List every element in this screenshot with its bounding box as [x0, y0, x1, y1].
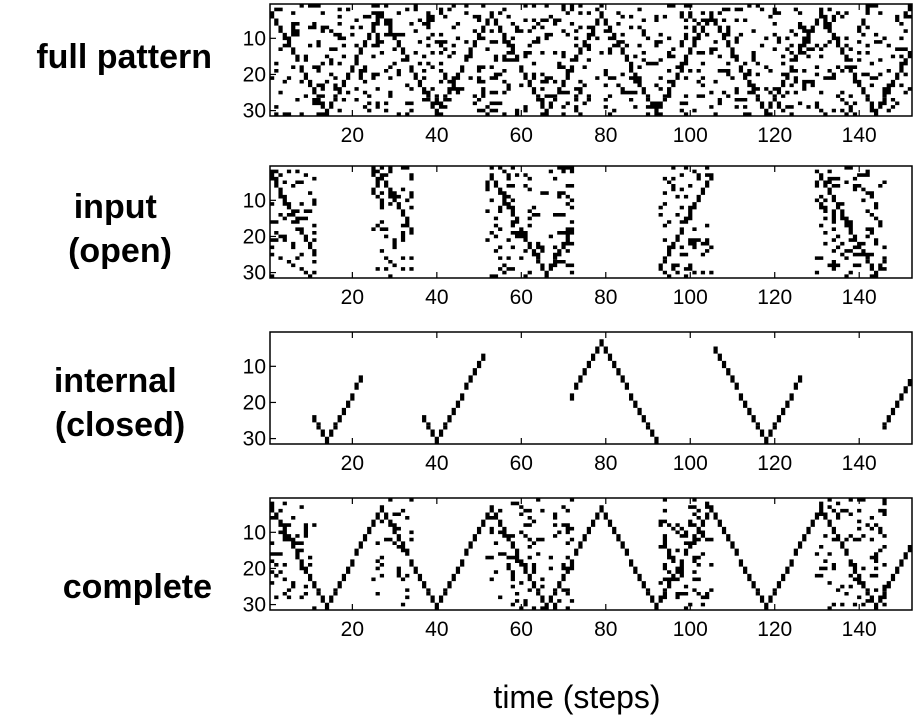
- x-tick-label: 20: [341, 286, 364, 309]
- row-label-input-open: input (open): [68, 188, 172, 270]
- raster-cells-input: [270, 166, 887, 278]
- x-tick-label: 20: [341, 618, 364, 641]
- row-label-line: internal: [54, 362, 177, 400]
- y-tick-label: 20: [243, 557, 266, 580]
- y-ticks-input: 10 20 30: [243, 189, 276, 285]
- x-tick-label: 60: [510, 286, 533, 309]
- axes-frame-internal: [269, 331, 913, 445]
- active-cells: [270, 4, 912, 116]
- x-ticks-complete: 20 40 60 80 100 120 140: [341, 498, 877, 641]
- x-tick-label: 120: [757, 452, 792, 475]
- y-tick-label: 10: [243, 355, 266, 378]
- x-tick-label: 60: [510, 618, 533, 641]
- y-tick-label: 10: [243, 27, 266, 50]
- row-label-internal-closed: internal (closed): [54, 362, 186, 444]
- axes-frame-complete: [269, 497, 913, 611]
- x-tick-label: 140: [842, 452, 877, 475]
- x-tick-label: 40: [425, 618, 448, 641]
- y-tick-label: 30: [243, 428, 266, 451]
- x-ticks-full: 20 40 60 80 100 120 140: [341, 4, 877, 147]
- active-cells: [270, 498, 912, 610]
- y-tick-label: 10: [243, 521, 266, 544]
- x-tick-label: 80: [594, 286, 617, 309]
- y-ticks-complete: 10 20 30: [243, 521, 276, 617]
- x-tick-label: 140: [842, 286, 877, 309]
- x-axis-label: time (steps): [493, 679, 660, 715]
- x-tick-label: 60: [510, 452, 533, 475]
- x-tick-label: 40: [425, 286, 448, 309]
- x-tick-label: 100: [673, 452, 708, 475]
- row-label-complete: complete: [63, 568, 212, 606]
- panel-full-pattern: 10 20 30 20 40 60 80 100 120 140 full pattern: [36, 3, 913, 147]
- x-tick-label: 80: [594, 618, 617, 641]
- row-label-line: (closed): [55, 406, 185, 444]
- x-tick-label: 120: [757, 618, 792, 641]
- y-tick-label: 30: [243, 100, 266, 123]
- x-tick-label: 80: [594, 124, 617, 147]
- y-tick-label: 30: [243, 262, 266, 285]
- y-tick-label: 10: [243, 189, 266, 212]
- panel-input-open: 10 20 30 20 40 60 80 100 120 140 input (open): [68, 165, 913, 309]
- x-tick-label: 40: [425, 452, 448, 475]
- y-tick-label: 20: [243, 63, 266, 86]
- y-tick-label: 20: [243, 225, 266, 248]
- raster-cells-full: [270, 4, 912, 116]
- active-cells: [312, 339, 912, 444]
- x-tick-label: 80: [594, 452, 617, 475]
- panel-complete: 10 20 30 20 40 60 80 100 120 140 complete: [63, 497, 913, 641]
- row-label-full-pattern: full pattern: [36, 38, 212, 76]
- x-tick-label: 120: [757, 124, 792, 147]
- axes-frame-full: [269, 3, 913, 117]
- panel-internal-closed: 10 20 30 20 40 60 80 100 120 140 internal (close…: [54, 331, 913, 475]
- x-tick-label: 20: [341, 124, 364, 147]
- x-tick-label: 100: [673, 618, 708, 641]
- y-ticks-full: 10 20 30: [243, 27, 276, 123]
- row-label-line: (open): [68, 232, 172, 270]
- x-tick-label: 100: [673, 286, 708, 309]
- raster-cells-complete: [270, 498, 912, 610]
- x-tick-label: 140: [842, 124, 877, 147]
- x-ticks-internal: 20 40 60 80 100 120 140: [341, 332, 877, 475]
- y-tick-label: 20: [243, 391, 266, 414]
- x-tick-label: 140: [842, 618, 877, 641]
- x-tick-label: 100: [673, 124, 708, 147]
- axes-frame-input: [269, 165, 913, 279]
- x-tick-label: 20: [341, 452, 364, 475]
- active-cells: [270, 166, 887, 278]
- row-label-line: complete: [63, 568, 212, 606]
- row-label-line: full pattern: [36, 38, 212, 76]
- x-tick-label: 60: [510, 124, 533, 147]
- row-label-line: input: [74, 188, 157, 226]
- x-ticks-input: 20 40 60 80 100 120 140: [341, 166, 877, 309]
- raster-cells-internal: [312, 339, 912, 444]
- x-tick-label: 120: [757, 286, 792, 309]
- y-ticks-internal: 10 20 30: [243, 355, 276, 451]
- y-tick-label: 30: [243, 594, 266, 617]
- x-tick-label: 40: [425, 124, 448, 147]
